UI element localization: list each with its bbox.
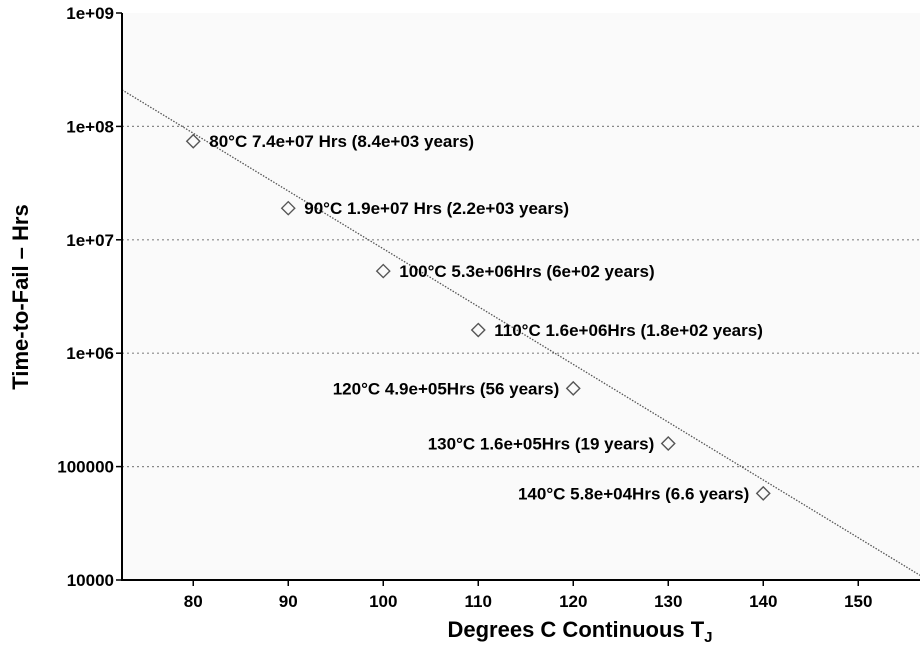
- data-point-label: 130°C 1.6e+05Hrs (19 years): [428, 434, 655, 453]
- x-tick-label: 110: [465, 592, 492, 611]
- data-point-label: 140°C 5.8e+04Hrs (6.6 years): [518, 484, 749, 503]
- y-tick-label: 1e+07: [66, 231, 114, 250]
- y-tick-labels: 10000 100000 1e+06 1e+07 1e+08 1e+09: [57, 4, 114, 590]
- data-point-label: 90°C 1.9e+07 Hrs (2.2e+03 years): [304, 199, 569, 218]
- y-tick-label: 1e+09: [66, 4, 114, 23]
- x-axis-title-subscript: J: [704, 629, 712, 646]
- grid: [122, 125, 920, 468]
- data-point-label: 100°C 5.3e+06Hrs (6e+02 years): [399, 262, 654, 281]
- y-axis-title: Time-to-Fail – Hrs: [8, 204, 33, 389]
- x-tick-label: 140: [749, 592, 777, 611]
- data-point-marker: [660, 435, 676, 451]
- data-point-marker: [565, 380, 581, 396]
- fit-line: [121, 89, 920, 576]
- x-tick-label: 130: [654, 592, 682, 611]
- data-point-marker: [280, 200, 296, 216]
- plot-area: [122, 13, 920, 580]
- x-tick-label: 120: [559, 592, 587, 611]
- data-point-marker: [755, 485, 771, 501]
- y-tick-label: 10000: [67, 571, 114, 590]
- x-tick-label: 100: [369, 592, 397, 611]
- x-axis-title: Degrees C Continuous TJ: [447, 617, 712, 646]
- data-point-marker: [470, 322, 486, 338]
- data-point-marker: [185, 133, 201, 149]
- y-tick-label: 1e+06: [66, 344, 114, 363]
- x-axis-title-main: Degrees C Continuous T: [447, 617, 704, 642]
- data-point-label: 110°C 1.6e+06Hrs (1.8e+02 years): [494, 321, 763, 340]
- data-point-label: 80°C 7.4e+07 Hrs (8.4e+03 years): [209, 132, 474, 151]
- y-tick-label: 1e+08: [66, 117, 114, 136]
- point-labels: 80°C 7.4e+07 Hrs (8.4e+03 years) 90°C 1.9…: [209, 132, 763, 503]
- y-tick-label: 100000: [57, 458, 114, 477]
- data-points: [185, 133, 771, 501]
- x-tick-label: 90: [279, 592, 298, 611]
- x-tick-label: 80: [184, 592, 203, 611]
- x-tick-label: 150: [844, 592, 872, 611]
- x-tick-labels: 80 90 100 110 120 130 140 150: [184, 592, 873, 611]
- data-point-label: 120°C 4.9e+05Hrs (56 years): [333, 379, 560, 398]
- data-point-marker: [375, 263, 391, 279]
- axes: [116, 12, 920, 586]
